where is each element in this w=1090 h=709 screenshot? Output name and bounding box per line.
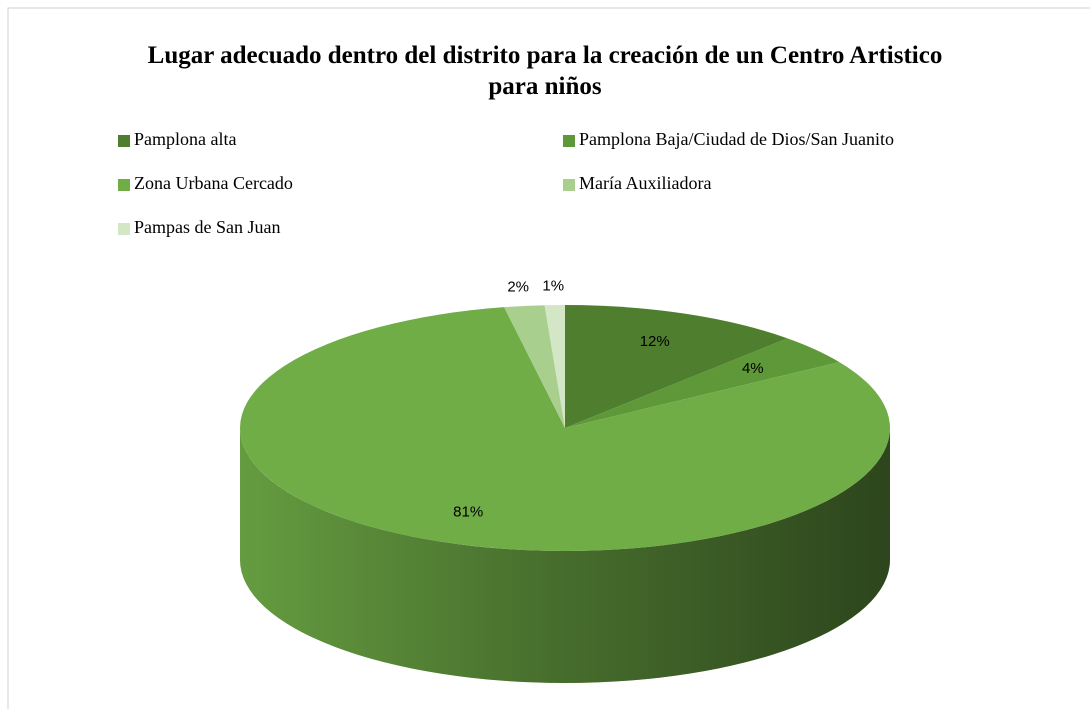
pie-slice [240,307,891,552]
legend-label: Pampas de San Juan [134,217,280,237]
legend-swatch [563,179,575,191]
chart-title: Lugar adecuado dentro del distrito para … [147,42,943,100]
legend-label: María Auxiliadora [579,173,711,193]
pie-slice [565,305,788,428]
legend-label: Pamplona Baja/Ciudad de Dios/San Juanito [579,129,894,149]
pie-slice [565,338,840,428]
pie-slice [504,305,565,428]
data-label: 12% [640,333,670,350]
data-label: 2% [507,279,529,296]
pie-side-shade [240,428,890,683]
data-label: 4% [742,360,764,377]
legend-swatch [563,135,575,147]
legend-label: Pamplona alta [134,129,236,149]
data-label: 81% [453,504,483,521]
legend-swatch [118,223,130,235]
pie-slice [544,305,565,428]
legend-swatch [118,179,130,191]
legend-label: Zona Urbana Cercado [134,173,293,193]
legend-swatch [118,135,130,147]
data-label: 1% [542,278,564,295]
frame [7,7,1090,709]
